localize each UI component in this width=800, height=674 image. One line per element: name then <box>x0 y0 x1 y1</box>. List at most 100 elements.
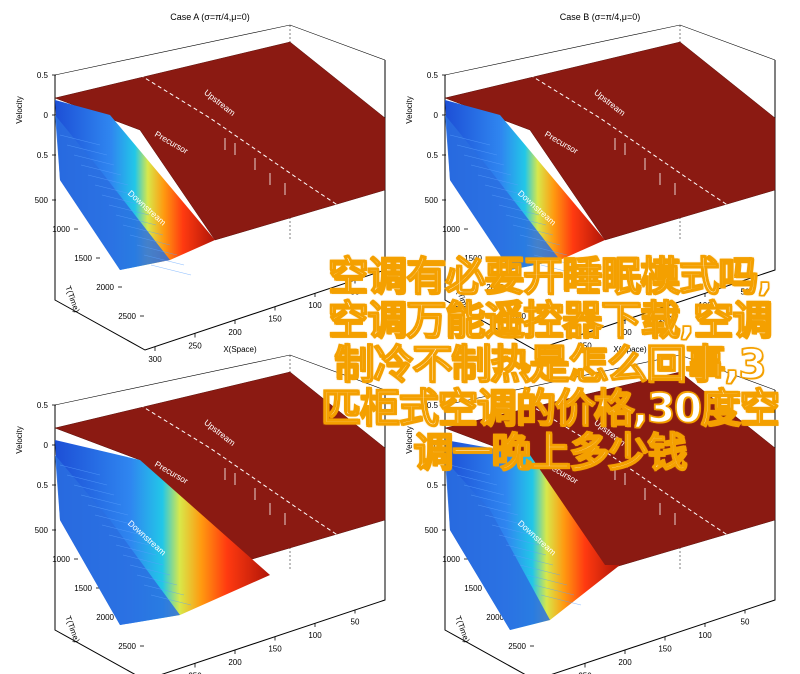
front-boundary <box>139 404 346 541</box>
surface-ridge <box>470 164 512 176</box>
space-tick-label: 250 <box>188 342 202 351</box>
axis-frame <box>444 60 776 351</box>
surface-ridge <box>463 154 505 166</box>
chart-panel-1: Case A (σ=π/4,μ=0) Velocity 0.5 0 0.5 500 1000… <box>15 12 386 364</box>
surface-ridge <box>449 464 491 476</box>
surface-ridge <box>540 264 582 276</box>
time-tick-label: 500 <box>425 196 439 205</box>
time-tick-label: 500 <box>425 526 439 535</box>
space-tick-label: 100 <box>308 631 322 640</box>
surface-ridge <box>512 554 554 566</box>
space-tick-label: 250 <box>578 672 592 674</box>
space-tick-label: 250 <box>578 342 592 351</box>
surface-ridge <box>143 584 185 596</box>
space-tick-label: 50 <box>741 288 750 297</box>
surface-upstream <box>444 41 776 241</box>
space-tick-label: 150 <box>658 645 672 654</box>
surface-downstream <box>55 455 180 625</box>
surface-ridge <box>463 484 505 496</box>
surface-ridge <box>150 594 192 606</box>
surface-ridge <box>80 164 122 176</box>
surface-ridge <box>491 524 533 536</box>
surface-ridge <box>87 174 129 186</box>
front-boundary <box>529 404 736 541</box>
surface-ridge <box>505 214 547 226</box>
velocity-tick-label: 0 <box>44 441 49 450</box>
space-axis-label: X(Space) <box>613 345 647 354</box>
surface-ridge <box>456 144 498 156</box>
time-tick-label: 2000 <box>486 283 504 292</box>
surface-ridge <box>129 564 171 576</box>
space-tick-label: 300 <box>538 355 552 364</box>
chart-panel-4: Velocity 0.5 0 0.5 500 1000 1500 2000 2500 T(Time… <box>405 354 776 674</box>
surface-ridge <box>122 554 164 566</box>
space-tick-label: 50 <box>351 288 360 297</box>
velocity-tick-label: 0.5 <box>37 71 49 80</box>
space-tick-label: 100 <box>698 301 712 310</box>
space-tick-label: 200 <box>618 658 632 667</box>
velocity-tick-label: 0.5 <box>427 481 439 490</box>
velocity-axis-label: Velocity <box>405 96 414 124</box>
space-tick-label: 200 <box>228 658 242 667</box>
time-axis-label: T(Time) <box>453 615 471 644</box>
time-tick-label: 2500 <box>508 642 526 651</box>
surface-ridge <box>66 144 108 156</box>
axis-frame <box>54 60 386 351</box>
chart-panel-3: Velocity 0.5 0 0.5 500 1000 1500 2000 2500 T(Time… <box>15 354 386 674</box>
space-tick-label: 300 <box>148 355 162 364</box>
overlay-caption: 空调有必要开睡眠模式吗,空调万能遥控器下载,空调制冷不制热是怎么回事,3匹柜式空… <box>320 254 780 476</box>
chart-panel-2: Case B (σ=π/4,μ=0) Velocity 0.5 0 0.5 500 1000… <box>405 12 776 364</box>
time-tick-label: 2000 <box>486 613 504 622</box>
surface-ridge <box>115 214 157 226</box>
surface-ridge <box>73 154 115 166</box>
surface-ridge <box>59 134 101 146</box>
velocity-tick-label: 0.5 <box>37 151 49 160</box>
time-tick-label: 2000 <box>96 283 114 292</box>
time-axis-label: T(Time) <box>63 615 81 644</box>
surface-ridge <box>80 494 122 506</box>
time-tick-label: 1500 <box>464 584 482 593</box>
time-tick-label: 500 <box>35 196 49 205</box>
time-tick-label: 2500 <box>508 312 526 321</box>
time-tick-label: 1000 <box>52 555 70 564</box>
surface-ridge <box>519 234 561 246</box>
time-tick-label: 1500 <box>74 254 92 263</box>
front-boundary <box>139 74 346 211</box>
surface-ridge <box>484 184 526 196</box>
surface-downstream <box>445 460 550 630</box>
time-tick-label: 2000 <box>96 613 114 622</box>
space-tick-label: 200 <box>618 328 632 337</box>
surface-ridge <box>498 204 540 216</box>
surface-ridge <box>477 504 519 516</box>
surface-ridge <box>449 134 491 146</box>
surface-ridge <box>94 514 136 526</box>
surface-ridge <box>526 574 568 586</box>
surface-ridge <box>136 574 178 586</box>
time-tick-label: 2500 <box>118 642 136 651</box>
chart-title: Case B (σ=π/4,μ=0) <box>560 12 640 22</box>
surface-ridge <box>73 484 115 496</box>
axis-frame <box>54 390 386 674</box>
velocity-tick-label: 0 <box>434 441 439 450</box>
time-tick-label: 1500 <box>464 254 482 263</box>
surface-ridge <box>484 514 526 526</box>
surface-ridge <box>136 244 178 256</box>
surface-ridge <box>512 224 554 236</box>
surface-ridge <box>108 204 150 216</box>
space-tick-label: 150 <box>268 645 282 654</box>
surface-ridge <box>122 224 164 236</box>
time-tick-label: 1000 <box>442 555 460 564</box>
surface-ridge <box>129 234 171 246</box>
surface-ridge <box>533 584 575 596</box>
surface-ridge <box>470 494 512 506</box>
time-tick-label: 1000 <box>52 225 70 234</box>
chart-title: Case A (σ=π/4,μ=0) <box>170 12 250 22</box>
surface-downstream <box>55 115 170 270</box>
surface-ridge <box>59 464 101 476</box>
surface-ridge <box>491 194 533 206</box>
surface-ridge <box>143 254 185 266</box>
surface-ridge <box>101 524 143 536</box>
velocity-tick-label: 0.5 <box>427 401 439 410</box>
time-tick-label: 1000 <box>442 225 460 234</box>
surface-ridge <box>519 564 561 576</box>
